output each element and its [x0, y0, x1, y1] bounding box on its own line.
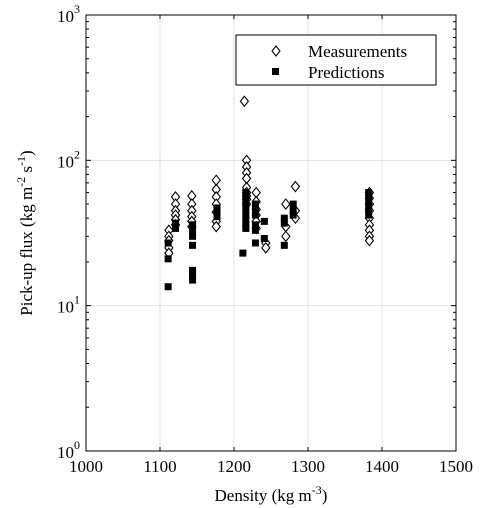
x-tick-label: 1200	[217, 457, 251, 476]
prediction-point	[289, 200, 297, 208]
prediction-point	[189, 226, 197, 234]
prediction-point	[242, 205, 250, 213]
legend-box	[235, 34, 437, 86]
prediction-point	[251, 211, 259, 219]
legend-label-predictions: Predictions	[308, 63, 385, 82]
prediction-point	[365, 198, 373, 206]
prediction-point	[172, 219, 180, 227]
y-tick-label: 100	[57, 438, 80, 462]
y-tick-label: 103	[57, 2, 80, 26]
legend: Measurements Predictions	[235, 34, 437, 86]
measurement-point	[281, 230, 291, 243]
measurement-point	[281, 198, 291, 210]
prediction-point	[365, 203, 373, 211]
prediction-point	[242, 216, 250, 224]
prediction-point	[189, 272, 197, 280]
measurement-point	[364, 234, 375, 247]
prediction-point	[164, 283, 172, 291]
prediction-point	[213, 208, 221, 216]
prediction-point	[242, 211, 250, 219]
prediction-point	[189, 232, 197, 240]
prediction-point	[239, 249, 247, 257]
prediction-point	[365, 192, 373, 200]
legend-marker-predictions	[272, 68, 279, 75]
prediction-point	[251, 205, 259, 213]
measurement-point	[261, 241, 271, 254]
x-tick-label: 1500	[439, 457, 473, 476]
prediction-point	[280, 214, 288, 222]
legend-marker-measurements	[271, 45, 281, 57]
prediction-point	[189, 266, 197, 274]
prediction-point	[365, 211, 373, 219]
points-layer	[164, 95, 375, 291]
x-axis-label: Density (kg m-3)	[215, 483, 328, 505]
prediction-point	[260, 234, 268, 242]
y-tick-label: 101	[57, 293, 80, 317]
prediction-point	[213, 204, 221, 212]
prediction-point	[189, 221, 197, 229]
measurement-point	[211, 220, 221, 233]
prediction-point	[365, 207, 373, 215]
prediction-point	[289, 211, 297, 219]
prediction-point	[164, 239, 172, 247]
prediction-point	[289, 207, 297, 215]
plot-frame	[85, 14, 457, 452]
prediction-point	[189, 276, 197, 284]
measurement-point	[290, 180, 301, 193]
prediction-point	[251, 226, 259, 234]
prediction-point	[251, 239, 259, 247]
y-axis-label: Pick-up flux (kg m-2 s-1)	[14, 150, 36, 315]
prediction-point	[242, 224, 250, 232]
x-tick-label: 1400	[365, 457, 399, 476]
prediction-point	[172, 224, 180, 232]
prediction-point	[280, 241, 288, 249]
x-tick-label: 1300	[291, 457, 325, 476]
prediction-point	[164, 255, 172, 263]
legend-label-measurements: Measurements	[308, 42, 407, 61]
prediction-point	[213, 213, 221, 221]
prediction-point	[242, 196, 250, 204]
prediction-point	[242, 192, 250, 200]
x-tick-label: 1000	[69, 457, 103, 476]
prediction-point	[260, 217, 268, 225]
prediction-point	[251, 200, 259, 208]
prediction-point	[242, 221, 250, 229]
y-tick-label: 102	[57, 147, 80, 171]
tick-layer: 1000 1100 1200 1300 1400 1500 100 101 102 103	[57, 2, 473, 476]
prediction-point	[280, 219, 288, 227]
prediction-point	[251, 221, 259, 229]
prediction-point	[189, 241, 197, 249]
prediction-point	[242, 200, 250, 208]
x-tick-label: 1100	[143, 457, 176, 476]
measurement-point	[239, 95, 250, 108]
